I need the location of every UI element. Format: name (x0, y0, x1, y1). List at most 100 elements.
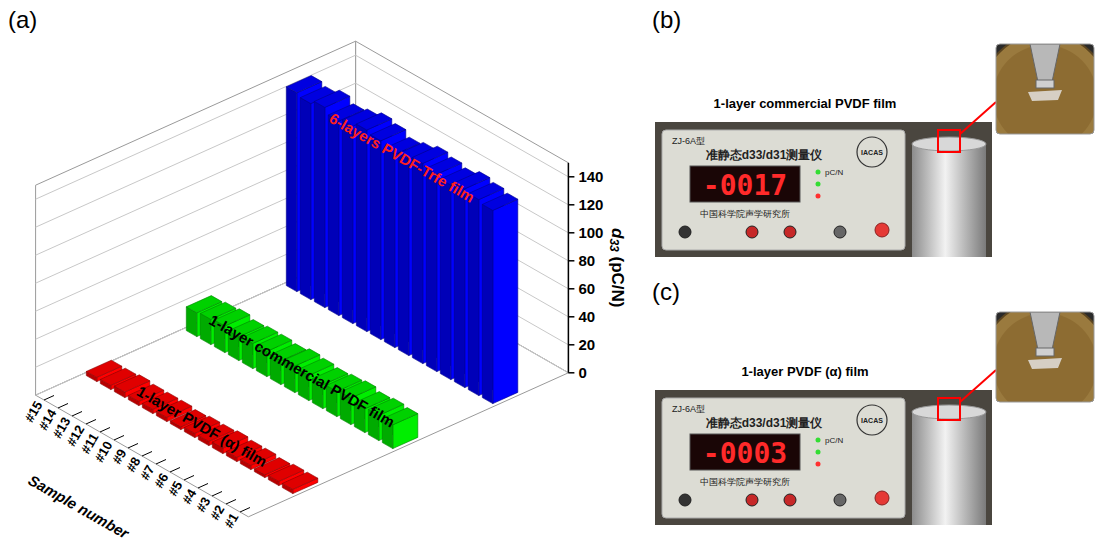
series-label: 1-layer commercial PVDF film (206, 311, 398, 430)
bar-side (398, 154, 409, 356)
bar-side (440, 179, 451, 380)
tick-label: 20 (578, 336, 595, 353)
pointer (960, 370, 996, 402)
axis-title: Sample number (26, 471, 133, 542)
x-tick (226, 500, 236, 505)
bar-top (314, 90, 350, 107)
cylinder (912, 412, 986, 525)
display (690, 434, 800, 470)
film (996, 44, 1094, 134)
caption: 1-layer PVDF (α) film (741, 364, 868, 379)
tick-label: 100 (578, 224, 603, 241)
device-maker: 中国科学院声学研究所 (700, 209, 790, 219)
cylinder (912, 144, 986, 257)
button (875, 223, 889, 237)
tick-label: #15 (22, 399, 46, 425)
inset (996, 44, 1094, 134)
x-tick (170, 468, 180, 473)
x-tick (184, 476, 194, 481)
tick-label: 0 (578, 364, 586, 381)
logo-ring (857, 405, 887, 435)
bar-side (342, 120, 353, 323)
panel-label: (a) (8, 6, 37, 33)
device-panel (662, 130, 905, 250)
inset-frame (996, 44, 1094, 134)
clamp (1030, 312, 1060, 350)
device-model: ZJ-6A型 (672, 136, 705, 146)
axis-title: d33 (pC/N) (607, 228, 628, 307)
tick-label: 80 (578, 252, 595, 269)
bar-side (314, 101, 325, 307)
cylinder-top (912, 405, 986, 419)
bars (86, 76, 518, 494)
reading: -0017 (703, 169, 787, 202)
bar-side (300, 98, 311, 300)
knob (784, 226, 796, 238)
bar-face (493, 199, 518, 403)
clamp (1030, 44, 1060, 82)
bar-side (482, 204, 493, 403)
highlight-box (938, 130, 960, 152)
reading: -0003 (703, 437, 787, 470)
bar-top (482, 193, 518, 210)
bar-side (286, 87, 297, 292)
x-tick (142, 452, 152, 457)
x-tick (240, 508, 250, 513)
x-tick (128, 444, 138, 449)
tick (568, 344, 574, 346)
cylinder-top (912, 137, 986, 151)
photo-panel: 1-layer commercial PVDF filmZJ-6A型准静态d33… (655, 33, 1100, 257)
series-label: 6-layers PVDF-Trfe film (327, 109, 478, 205)
photo-bg (655, 122, 992, 257)
x-tick (44, 396, 54, 401)
led (816, 182, 821, 187)
x-tick (100, 428, 110, 433)
device-unit: pC/N (825, 168, 843, 177)
sample (1028, 90, 1062, 101)
caption: 1-layer commercial PVDF film (714, 96, 897, 111)
logo: IACAS (861, 149, 883, 156)
bar-side (356, 124, 367, 332)
tick (568, 372, 574, 374)
tick (568, 232, 574, 234)
bar-side (426, 168, 437, 371)
tick (568, 176, 574, 178)
bar (482, 193, 518, 403)
led (816, 450, 821, 455)
led (816, 170, 821, 175)
knob (746, 494, 758, 506)
highlight-box (938, 398, 960, 420)
led (816, 194, 821, 199)
chart-3d: 1-layer PVDF (α) film1-layer commercial … (22, 41, 628, 542)
bar-side (384, 148, 395, 347)
tick (568, 204, 574, 206)
series-label: 1-layer PVDF (α) film (134, 382, 270, 470)
x-tick (198, 484, 208, 489)
x-tick (58, 404, 68, 409)
tick-label: 60 (578, 280, 595, 297)
device-model: ZJ-6A型 (672, 404, 705, 414)
knob (679, 494, 691, 506)
led (816, 438, 821, 443)
bar-side (468, 194, 479, 396)
display (690, 166, 800, 202)
x-tick (72, 412, 82, 417)
bar-side (370, 135, 381, 340)
device-panel (662, 398, 905, 518)
x-tick (212, 492, 222, 497)
knob (834, 494, 846, 506)
y-axis (568, 163, 570, 373)
film-inner (996, 313, 1094, 402)
film (996, 312, 1094, 402)
bar (282, 472, 318, 493)
bar-top (282, 472, 318, 489)
film-inner (996, 45, 1094, 134)
led (816, 462, 821, 467)
photo-bg (655, 390, 992, 525)
probe (1036, 80, 1054, 88)
bar-side (412, 157, 423, 363)
pointer (960, 102, 996, 134)
knob (834, 226, 846, 238)
device-name: 准静态d33/d31测量仪 (706, 416, 824, 430)
sample (1028, 358, 1062, 369)
